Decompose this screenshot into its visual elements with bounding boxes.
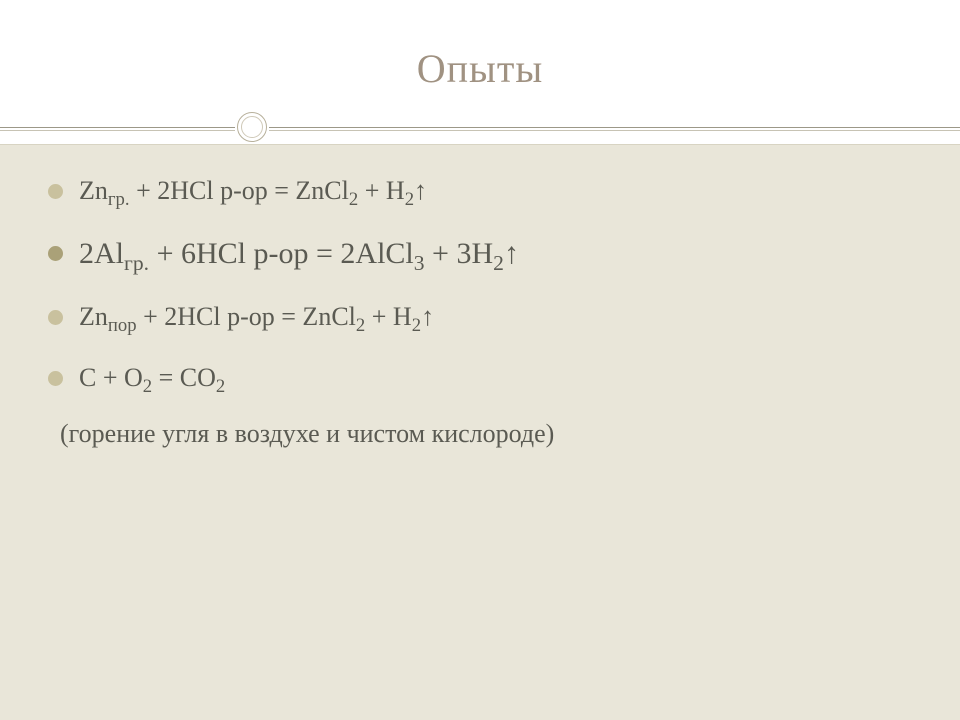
equation-text: C + O2 = CO2 — [79, 360, 225, 396]
slide-title: Опыты — [417, 45, 544, 92]
slide: Опыты Znгр. + 2HCl р-ор = ZnCl2 + H2↑ 2Al… — [0, 0, 960, 720]
equation-text: Znпор + 2HCl р-ор = ZnCl2 + H2↑ — [79, 299, 434, 335]
divider-line — [0, 127, 960, 128]
bullet-list: Znгр. + 2HCl р-ор = ZnCl2 + H2↑ 2Alгр. + … — [48, 173, 920, 396]
bullet-icon — [48, 310, 63, 325]
list-item: 2Alгр. + 6HCl р-ор = 2AlCl3 + 3H2↑ — [48, 233, 920, 275]
bullet-icon — [48, 184, 63, 199]
list-item: Znгр. + 2HCl р-ор = ZnCl2 + H2↑ — [48, 173, 920, 209]
divider — [0, 110, 960, 144]
circle-ornament — [235, 110, 269, 144]
equation-text: 2Alгр. + 6HCl р-ор = 2AlCl3 + 3H2↑ — [79, 233, 519, 275]
note-line: (горение угля в воздухе и чистом кислоро… — [48, 416, 920, 452]
content-area: Znгр. + 2HCl р-ор = ZnCl2 + H2↑ 2Alгр. + … — [0, 144, 960, 720]
bullet-icon — [48, 371, 63, 386]
list-item: C + O2 = CO2 — [48, 360, 920, 396]
divider-line-secondary — [0, 130, 960, 131]
title-area: Опыты — [0, 0, 960, 110]
equation-text: Znгр. + 2HCl р-ор = ZnCl2 + H2↑ — [79, 173, 427, 209]
list-item: Znпор + 2HCl р-ор = ZnCl2 + H2↑ — [48, 299, 920, 335]
bullet-icon — [48, 246, 63, 261]
